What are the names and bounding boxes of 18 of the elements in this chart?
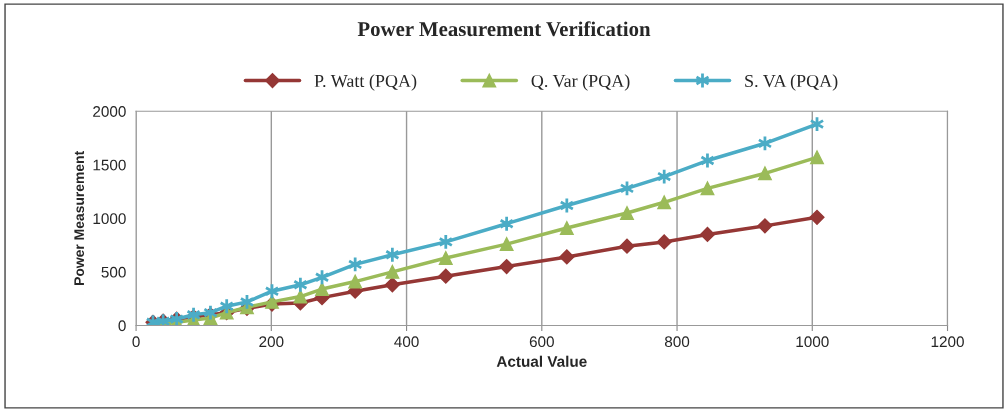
legend-label: S. VA (PQA) (745, 74, 838, 91)
y-tick-label: 0 (118, 320, 126, 332)
x-axis-title: Actual Value (496, 355, 587, 367)
legend-label: P. Watt (PQA) (314, 74, 417, 91)
y-tick-label: 1500 (93, 159, 126, 171)
x-tick-label: 1200 (931, 336, 964, 348)
x-tick-label: 0 (132, 336, 140, 348)
x-tick-label: 400 (394, 336, 419, 348)
y-tick-label: 500 (101, 266, 126, 278)
x-tick-label: 1000 (796, 336, 829, 348)
y-tick-label: 2000 (93, 106, 126, 117)
y-axis-title: Power Measurement (74, 150, 85, 285)
legend-label: Q. Var (PQA) (531, 74, 630, 91)
x-tick-label: 200 (259, 336, 284, 348)
y-tick-label: 1000 (93, 213, 126, 225)
x-tick-label: 600 (529, 336, 554, 348)
chart-title: Power Measurement Verification (357, 21, 651, 37)
x-tick-label: 800 (664, 336, 690, 348)
